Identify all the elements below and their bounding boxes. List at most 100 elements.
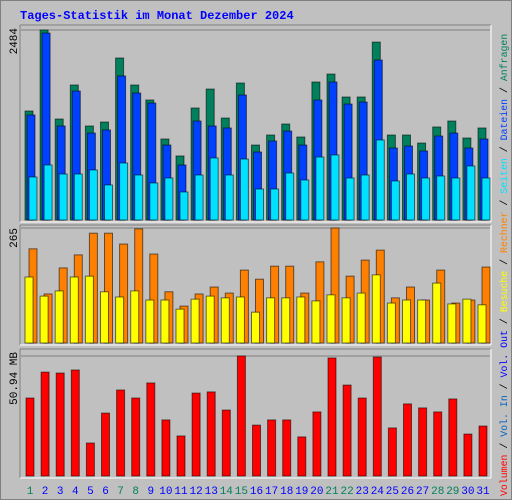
legend-separator: / <box>499 377 510 395</box>
legend: Volumen / Vol. In / Vol. Out / Besuche /… <box>499 34 510 496</box>
bar <box>251 311 260 344</box>
x-tick-label: 2 <box>42 486 49 498</box>
bar <box>372 356 382 477</box>
x-tick-label: 18 <box>280 486 293 498</box>
x-tick-label: 27 <box>416 486 429 498</box>
bar <box>345 177 355 221</box>
bar <box>176 435 186 477</box>
bar <box>327 357 337 477</box>
x-tick-label: 4 <box>72 486 79 498</box>
bar <box>205 295 215 344</box>
legend-entry: Vol. In <box>499 395 510 437</box>
x-tick-label: 22 <box>340 486 353 498</box>
legend-separator: / <box>499 81 510 99</box>
bar <box>194 174 204 221</box>
bar <box>221 409 231 477</box>
legend-entry: Volumen <box>499 454 510 496</box>
bar <box>285 172 295 221</box>
x-tick-label: 20 <box>310 486 323 498</box>
chart-title: Tages-Statistik im Monat Dezember 2024 <box>20 9 294 23</box>
legend-entry: Vol. Out <box>499 330 510 377</box>
bar <box>282 419 292 477</box>
bar <box>342 384 352 477</box>
y-tick-label: 265 <box>9 228 21 248</box>
bar <box>330 154 340 221</box>
bar <box>70 369 80 477</box>
x-tick-label: 24 <box>371 486 385 498</box>
bar <box>88 169 98 221</box>
bar <box>356 292 366 344</box>
bar <box>224 174 234 221</box>
bar <box>270 188 280 221</box>
bar <box>190 298 200 344</box>
bar <box>43 164 53 221</box>
bar <box>463 433 473 477</box>
x-tick-label: 26 <box>401 486 414 498</box>
bar <box>417 299 427 344</box>
x-tick-label: 31 <box>476 486 490 498</box>
bar <box>25 397 35 477</box>
bar <box>341 297 351 344</box>
x-tick-label: 8 <box>132 486 139 498</box>
bar <box>402 299 411 344</box>
bar <box>252 424 261 477</box>
x-tick-label: 19 <box>295 486 308 498</box>
bar <box>130 290 140 344</box>
bar <box>255 188 264 221</box>
bar <box>371 274 381 344</box>
bar <box>100 291 109 344</box>
bar <box>191 392 201 477</box>
bar <box>386 302 396 344</box>
legend-entry: Rechner <box>499 211 510 253</box>
x-tick-label: 5 <box>87 486 94 498</box>
bar <box>462 298 472 344</box>
x-tick-label: 15 <box>235 486 248 498</box>
bar <box>311 300 321 344</box>
x-tick-label: 7 <box>117 486 124 498</box>
bar <box>179 191 189 221</box>
bar <box>73 173 83 221</box>
legend-separator: / <box>499 194 510 212</box>
bar <box>312 411 322 477</box>
y-tick-label: 2484 <box>9 28 21 55</box>
bar <box>58 173 68 221</box>
bar <box>54 290 64 344</box>
bar <box>433 411 443 477</box>
bar <box>451 177 461 221</box>
bar <box>406 173 415 221</box>
bar <box>40 371 50 477</box>
bar <box>235 296 245 344</box>
x-tick-label: 23 <box>356 486 369 498</box>
legend-separator: / <box>499 312 510 330</box>
bar <box>236 355 246 477</box>
bar <box>296 296 306 344</box>
bar <box>55 372 65 477</box>
x-tick-label: 3 <box>57 486 64 498</box>
bar <box>315 156 325 221</box>
bar <box>134 174 144 221</box>
bar <box>267 419 277 477</box>
bar <box>239 158 249 221</box>
bar <box>466 165 476 221</box>
bar <box>375 139 385 221</box>
bar <box>145 299 155 344</box>
bar <box>418 407 428 477</box>
x-tick-label: 13 <box>205 486 218 498</box>
bar <box>149 182 159 221</box>
bar <box>69 276 79 344</box>
bar <box>175 308 185 344</box>
bar <box>104 184 113 221</box>
bar <box>281 297 291 344</box>
bar <box>28 176 38 221</box>
x-tick-label: 9 <box>147 486 154 498</box>
bar <box>160 299 170 344</box>
legend-entry: Dateien <box>499 99 510 141</box>
y-tick-label: 50.94 MB <box>9 352 21 405</box>
bar <box>297 436 307 477</box>
legend-separator: / <box>499 253 510 271</box>
bar <box>206 391 216 477</box>
bar <box>478 425 488 477</box>
legend-entry: Seiten <box>499 158 510 194</box>
